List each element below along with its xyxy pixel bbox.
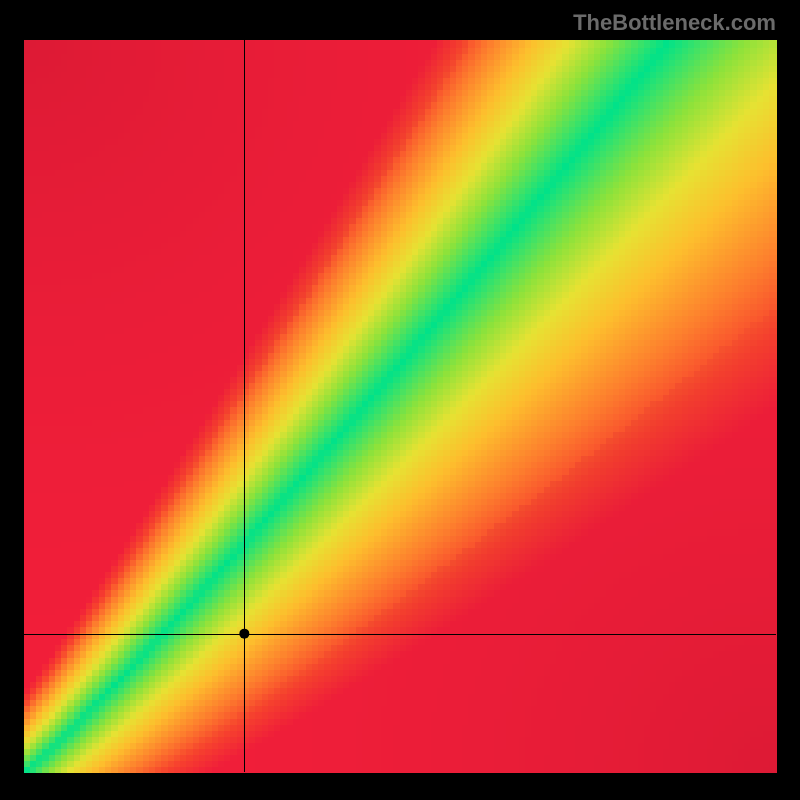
bottleneck-heatmap	[0, 0, 800, 800]
watermark-label: TheBottleneck.com	[573, 10, 776, 36]
chart-container: { "meta": { "watermark_text": "TheBottle…	[0, 0, 800, 800]
